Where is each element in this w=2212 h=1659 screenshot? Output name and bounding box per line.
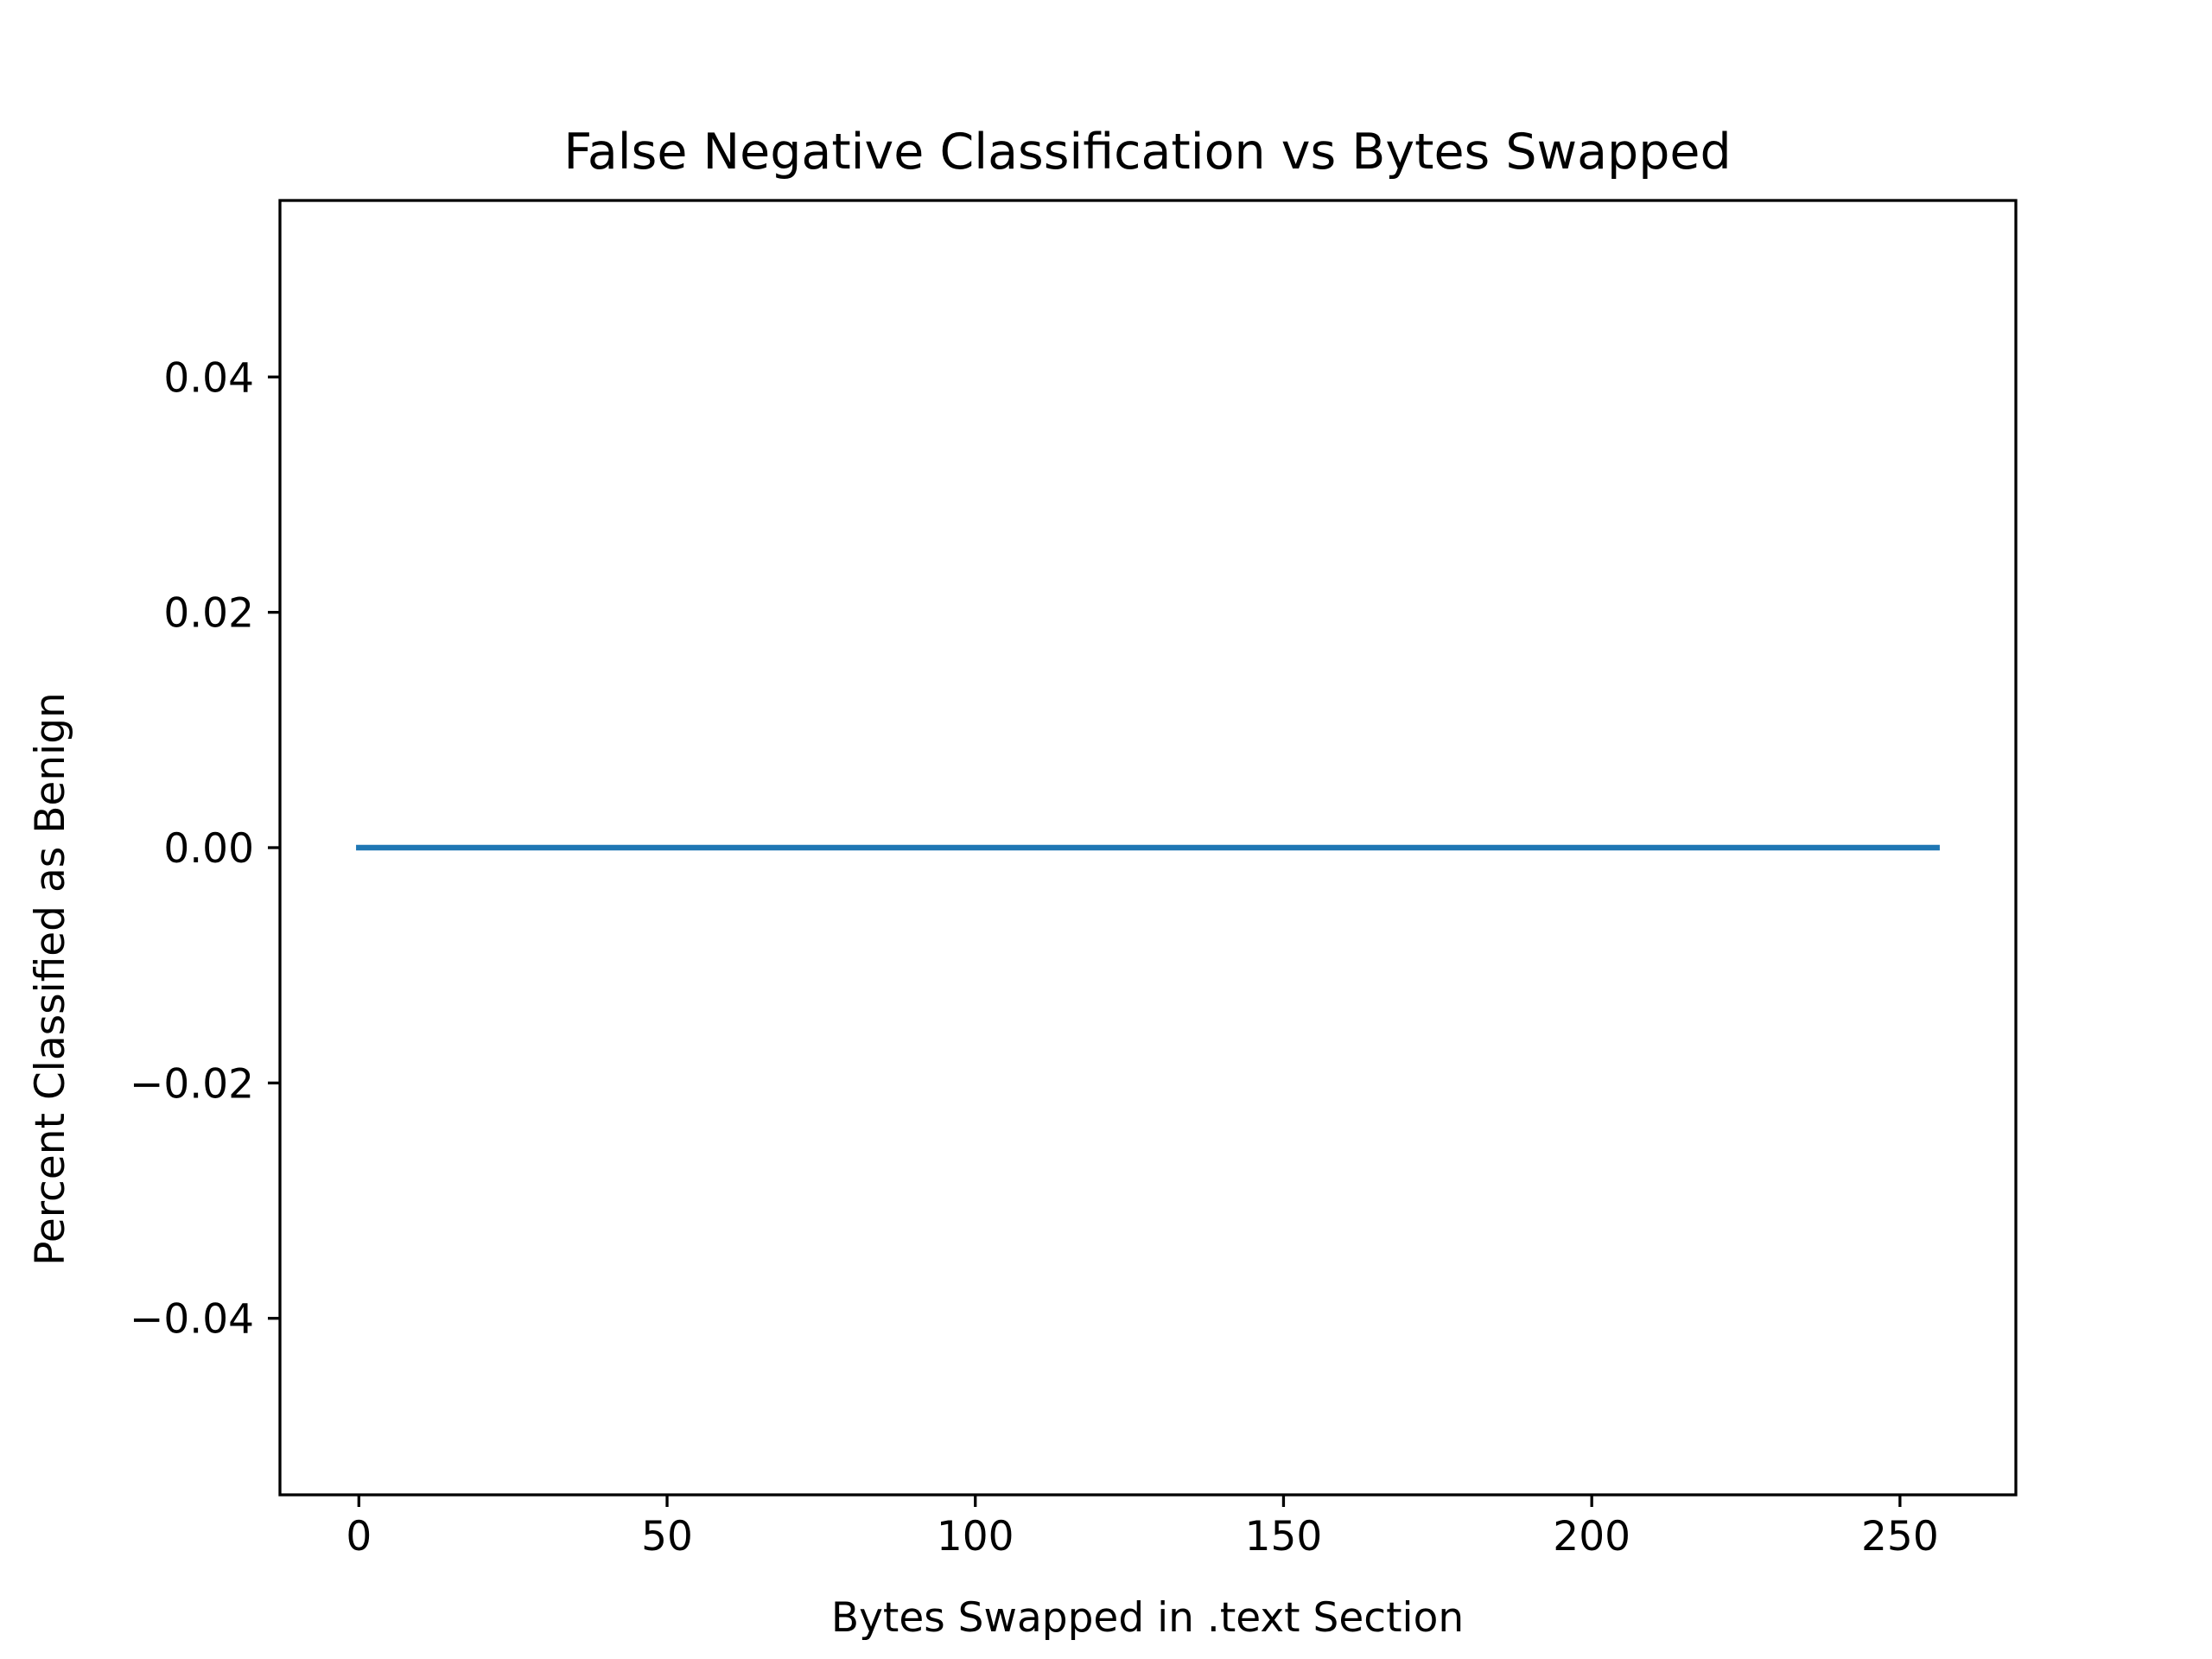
y-axis-label: Percent Classified as Benign <box>27 692 74 1266</box>
x-tick-label: 0 <box>346 1513 372 1560</box>
x-tick-label: 50 <box>641 1513 693 1560</box>
y-tick-label: 0.02 <box>163 590 254 638</box>
x-axis-label: Bytes Swapped in .text Section <box>831 1594 1464 1642</box>
y-axis: 0.04 0.02 0.00 −0.02 −0.04 <box>130 354 280 1344</box>
x-tick-label: 150 <box>1245 1513 1323 1560</box>
chart-title: False Negative Classification vs Bytes S… <box>563 124 1731 181</box>
x-axis: 0 50 100 150 200 250 <box>346 1495 1939 1560</box>
x-tick-label: 200 <box>1553 1513 1630 1560</box>
x-tick-label: 250 <box>1861 1513 1939 1560</box>
y-tick-label: −0.04 <box>130 1296 254 1344</box>
y-tick-label: −0.02 <box>130 1060 254 1108</box>
y-tick-label: 0.04 <box>163 354 254 402</box>
x-tick-label: 100 <box>937 1513 1014 1560</box>
y-tick-label: 0.00 <box>163 825 254 873</box>
